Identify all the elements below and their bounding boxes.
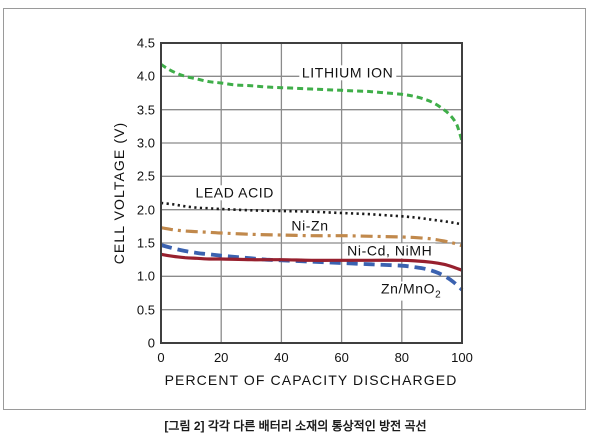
plot-border xyxy=(160,42,463,344)
curve-lead-acid xyxy=(160,201,463,226)
curve-ni-cd-nimh xyxy=(160,252,463,272)
curve-lithium-ion xyxy=(160,63,464,142)
curve-ni-zn xyxy=(160,226,463,248)
curve-zn-mno2 xyxy=(160,243,464,292)
